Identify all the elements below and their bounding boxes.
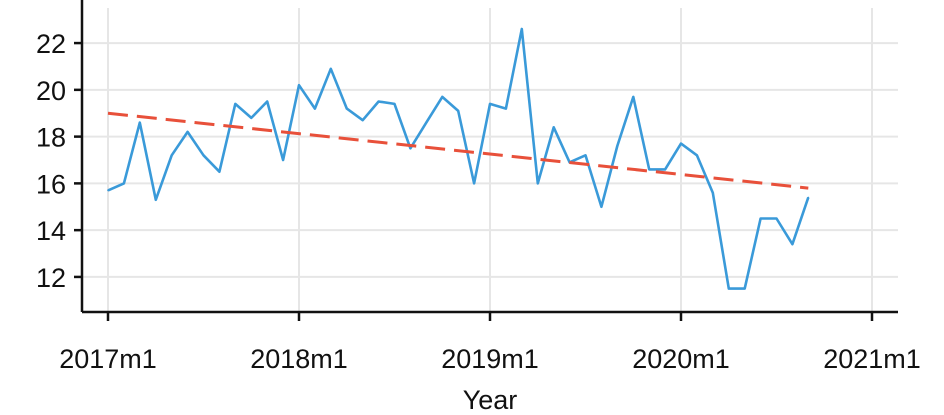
data-point xyxy=(584,154,587,157)
y-tick-label: 20 xyxy=(36,76,66,106)
data-point xyxy=(648,168,650,171)
data-point xyxy=(330,68,332,70)
data-point xyxy=(139,121,141,124)
data-point xyxy=(266,100,268,103)
series-layer xyxy=(107,27,810,290)
data-point xyxy=(361,119,364,122)
data-point xyxy=(505,107,507,110)
grid-lines xyxy=(82,8,898,312)
data-point xyxy=(186,131,189,133)
data-point xyxy=(441,96,444,98)
data-point xyxy=(552,126,555,129)
data-point xyxy=(107,189,109,192)
data-point xyxy=(727,287,730,290)
data-point xyxy=(282,159,284,161)
x-axis-title: Year xyxy=(463,385,518,415)
data-point xyxy=(457,110,459,112)
data-point xyxy=(807,196,810,199)
data-point xyxy=(345,107,348,110)
trend-line xyxy=(107,111,809,190)
data-point xyxy=(743,287,746,290)
data-point xyxy=(536,182,539,185)
data-point xyxy=(664,168,666,171)
y-tick-label: 18 xyxy=(36,123,66,153)
y-tick-label: 22 xyxy=(36,29,66,59)
data-point xyxy=(632,96,635,98)
y-tick-label: 14 xyxy=(36,216,66,246)
data-point xyxy=(489,103,491,105)
data-point xyxy=(314,107,316,110)
data-point xyxy=(616,145,619,147)
data-point xyxy=(712,191,714,194)
data-point xyxy=(600,205,603,208)
data-point xyxy=(234,103,237,105)
x-tick-label: 2021m1 xyxy=(823,344,921,374)
data-point xyxy=(680,142,682,145)
data-point xyxy=(791,243,794,245)
data-point xyxy=(123,182,125,185)
data-point xyxy=(775,217,778,220)
data-point xyxy=(218,170,221,173)
data-point xyxy=(473,182,475,185)
data-point xyxy=(409,147,412,150)
x-tick-label: 2017m1 xyxy=(59,344,157,374)
x-tick-label: 2018m1 xyxy=(250,344,348,374)
x-tick-label: 2020m1 xyxy=(632,344,730,374)
x-tick-label: 2019m1 xyxy=(441,344,539,374)
data-point xyxy=(298,84,300,86)
data-point xyxy=(521,28,523,30)
data-point xyxy=(759,217,762,220)
axes xyxy=(74,0,898,321)
data-point xyxy=(393,103,396,105)
y-tick-label: 12 xyxy=(36,263,66,293)
tick-labels: 12 14 16 18 20 22 2017m1 2018m1 2019m1 2020m1 2021… xyxy=(36,29,921,374)
data-point xyxy=(696,154,698,157)
data-point xyxy=(425,121,428,124)
data-point xyxy=(202,154,205,157)
data-point xyxy=(250,117,253,119)
data-point xyxy=(170,154,173,157)
data-series-line xyxy=(107,27,810,290)
y-tick-label: 16 xyxy=(36,169,66,199)
data-point xyxy=(154,198,157,201)
data-point xyxy=(377,100,380,103)
